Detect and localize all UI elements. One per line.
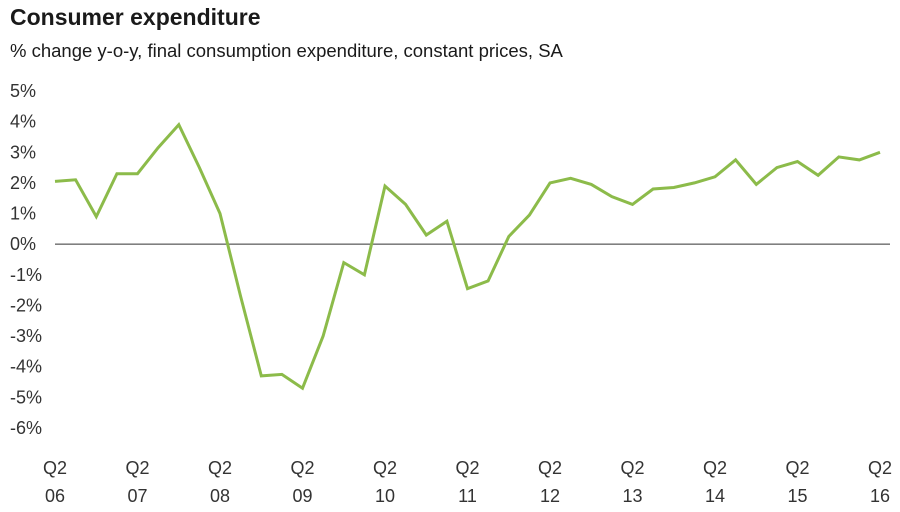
y-tick-label: -6% [10, 418, 42, 438]
x-tick-year: 11 [458, 486, 477, 506]
chart-subtitle: % change y-o-y, final consumption expend… [10, 40, 563, 61]
x-tick-year: 13 [622, 486, 642, 506]
chart-title: Consumer expenditure [10, 4, 261, 30]
x-tick-year: 14 [705, 486, 725, 506]
x-axis-ticks: Q2 06 Q2 07 Q2 08 Q2 09 Q2 10 Q2 11 Q2 12 Q2 13 Q2 14 Q2 15… [43, 458, 892, 506]
y-tick-label: -2% [10, 295, 42, 315]
x-tick-quarter: Q2 [538, 458, 562, 478]
x-tick-quarter: Q2 [208, 458, 232, 478]
y-tick-label: 2% [10, 173, 36, 193]
y-tick-label: -5% [10, 387, 42, 407]
x-tick-year: 07 [127, 486, 147, 506]
y-axis-ticks: 5% 4% 3% 2% 1% 0% -1% -2% -3% -4% -5% -6% [10, 81, 42, 438]
y-tick-label: 3% [10, 142, 36, 162]
x-tick-quarter: Q2 [125, 458, 149, 478]
series-line-0 [54, 122, 881, 391]
x-tick-quarter: Q2 [373, 458, 397, 478]
y-tick-label: -1% [10, 265, 42, 285]
y-tick-label: 0% [10, 234, 36, 254]
x-tick-quarter: Q2 [620, 458, 644, 478]
x-tick-quarter: Q2 [785, 458, 809, 478]
x-tick-quarter: Q2 [455, 458, 479, 478]
x-tick-year: 15 [787, 486, 807, 506]
y-tick-label: 5% [10, 81, 36, 101]
y-tick-label: -3% [10, 326, 42, 346]
x-tick-year: 12 [540, 486, 560, 506]
y-tick-label: -4% [10, 357, 42, 377]
x-tick-year: 10 [375, 486, 395, 506]
x-tick-year: 08 [210, 486, 230, 506]
x-tick-year: 16 [870, 486, 890, 506]
series-group [54, 122, 881, 391]
x-tick-year: 09 [292, 486, 312, 506]
x-tick-quarter: Q2 [290, 458, 314, 478]
y-tick-label: 4% [10, 112, 36, 132]
x-tick-quarter: Q2 [868, 458, 892, 478]
x-tick-quarter: Q2 [43, 458, 67, 478]
y-tick-label: 1% [10, 204, 36, 224]
x-tick-quarter: Q2 [703, 458, 727, 478]
x-tick-year: 06 [45, 486, 65, 506]
